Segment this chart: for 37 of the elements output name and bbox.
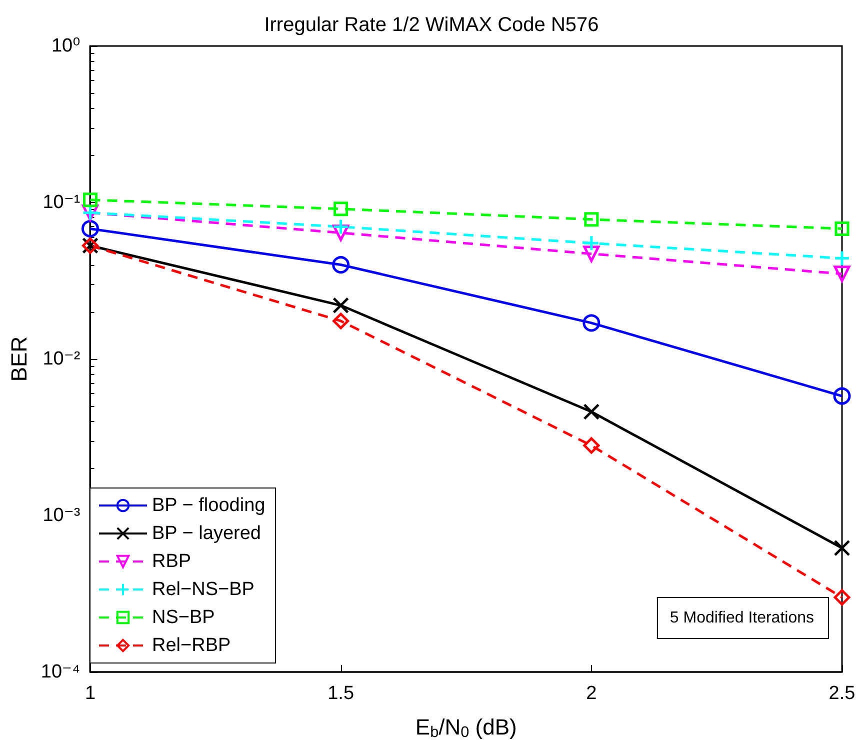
y-tick-label: 10⁻² bbox=[42, 348, 80, 370]
point bbox=[334, 202, 348, 216]
point bbox=[82, 192, 98, 208]
legend-label: Rel−NS−BP bbox=[152, 579, 254, 600]
legend-label: Rel−RBP bbox=[152, 635, 231, 656]
point bbox=[583, 246, 600, 262]
y-axis-title: BER bbox=[6, 336, 32, 382]
x-tick-label: 2 bbox=[586, 683, 597, 704]
x-tick-label: 1.5 bbox=[328, 683, 354, 704]
point bbox=[583, 234, 600, 252]
point bbox=[332, 297, 350, 314]
x-tick-label: 1 bbox=[84, 683, 96, 704]
point bbox=[834, 221, 850, 236]
point bbox=[584, 212, 599, 227]
point bbox=[582, 314, 600, 332]
point bbox=[834, 589, 850, 606]
point bbox=[81, 220, 99, 238]
point bbox=[834, 266, 850, 282]
y-tick-label: 10⁻⁴ bbox=[40, 662, 80, 682]
legend-label: BP − flooding bbox=[152, 495, 266, 516]
annotation: 5 Modified Iterations bbox=[670, 610, 814, 626]
y-tick-label: 10⁻¹ bbox=[42, 192, 80, 213]
point bbox=[833, 387, 851, 405]
point bbox=[332, 218, 350, 235]
legend-label: RBP bbox=[152, 551, 192, 572]
point bbox=[834, 250, 850, 267]
x-tick-label: 2.5 bbox=[828, 683, 856, 704]
point bbox=[332, 312, 350, 330]
y-tick-label: 10⁰ bbox=[51, 36, 80, 56]
chart-title: Irregular Rate 1/2 WiMAX Code N576 bbox=[264, 14, 599, 36]
point bbox=[834, 540, 850, 556]
legend-label: BP − layered bbox=[152, 523, 261, 544]
y-tick-label: 10⁻³ bbox=[42, 505, 80, 526]
point bbox=[583, 437, 600, 454]
point bbox=[332, 256, 350, 274]
point bbox=[583, 404, 600, 420]
legend-label: NS−BP bbox=[152, 607, 215, 628]
